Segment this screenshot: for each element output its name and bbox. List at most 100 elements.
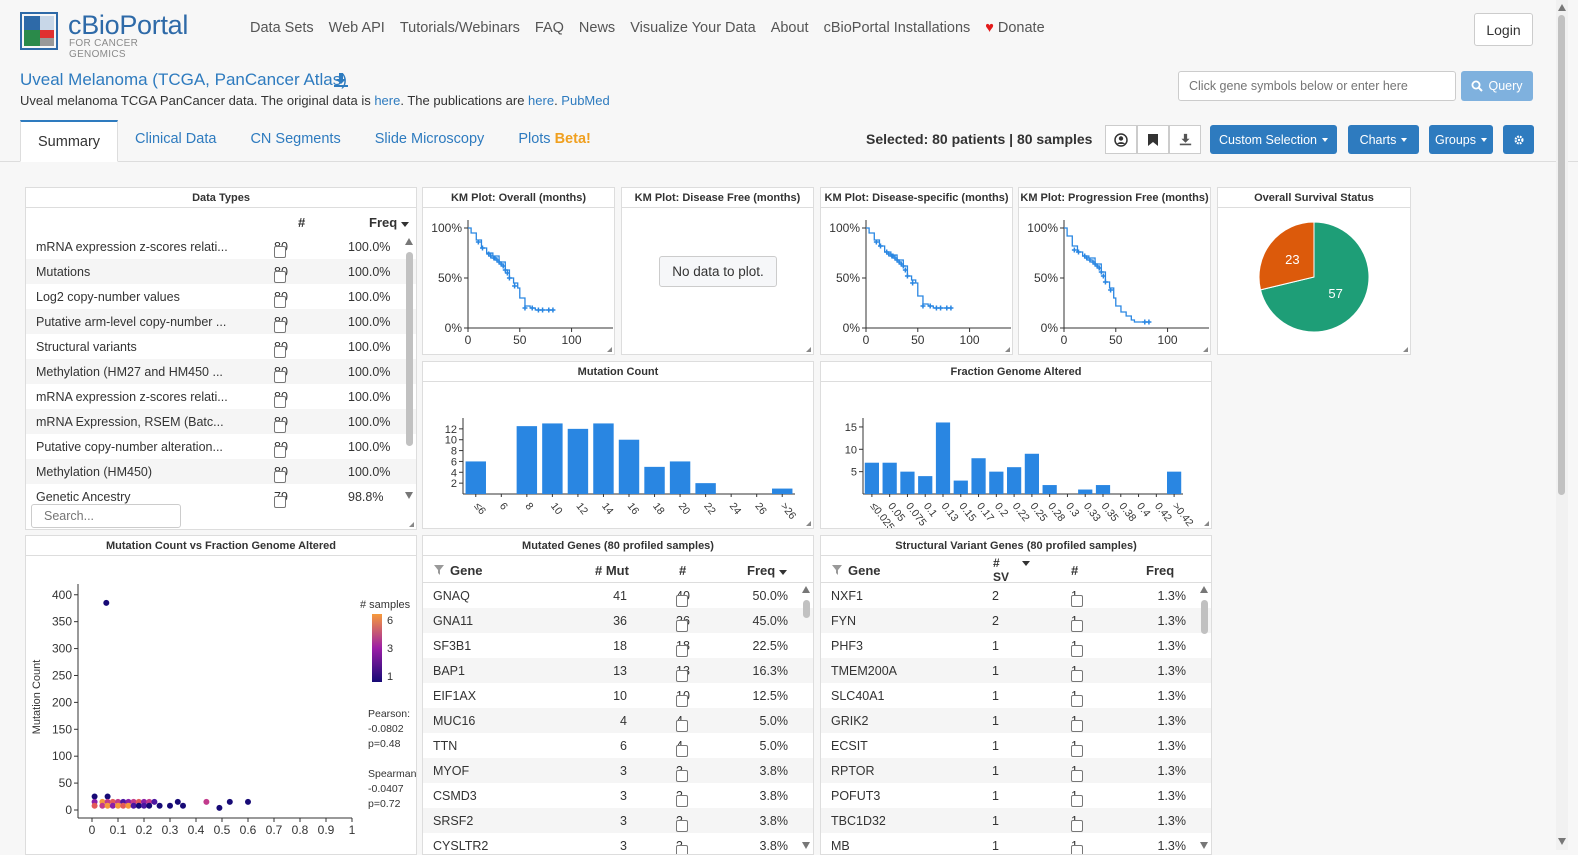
censor-mark[interactable]	[502, 267, 508, 273]
scroll-thumb[interactable]	[1558, 15, 1565, 495]
resize-handle[interactable]	[1403, 347, 1408, 352]
table-row[interactable]: GRIK2 1 1 1.3%	[821, 708, 1211, 733]
censor-mark[interactable]	[938, 305, 944, 311]
scroll-down-icon[interactable]	[1200, 842, 1208, 849]
row-checkbox[interactable]	[676, 695, 688, 707]
scroll-up-icon[interactable]	[802, 586, 810, 593]
row-checkbox[interactable]	[1071, 595, 1083, 607]
scroll-thumb[interactable]	[1201, 600, 1208, 634]
censor-mark[interactable]	[878, 243, 883, 249]
scatter-point[interactable]	[245, 798, 251, 805]
col-sv-header[interactable]: # SV	[993, 556, 1009, 584]
scatter-point[interactable]	[99, 802, 106, 809]
nav-data-sets[interactable]: Data Sets	[250, 20, 314, 36]
table-row[interactable]: RPTOR 1 1 1.3%	[821, 758, 1211, 783]
row-checkbox[interactable]	[274, 296, 286, 308]
col-count-header[interactable]: #	[679, 563, 687, 578]
table-row[interactable]: TTN 6 4 5.0%	[423, 733, 813, 758]
table-scrollbar[interactable]	[1200, 586, 1209, 854]
censor-mark[interactable]	[529, 305, 535, 311]
table-row[interactable]: PHF3 1 1 1.3%	[821, 633, 1211, 658]
row-checkbox[interactable]	[1071, 820, 1083, 832]
col-count-header[interactable]: #	[1071, 563, 1079, 578]
bar[interactable]	[900, 471, 915, 494]
scatter-point[interactable]	[151, 798, 158, 805]
censor-mark[interactable]	[927, 303, 933, 309]
table-row[interactable]: CYSLTR2 3 3 3.8%	[423, 833, 813, 854]
row-checkbox[interactable]	[676, 745, 688, 757]
scatter-point[interactable]	[115, 802, 121, 809]
censor-mark[interactable]	[1071, 247, 1077, 253]
table-row[interactable]: MYOF 3 3 3.8%	[423, 758, 813, 783]
scatter-point[interactable]	[109, 802, 116, 809]
row-checkbox[interactable]	[676, 845, 688, 854]
censor-mark[interactable]	[480, 245, 485, 251]
scatter-point[interactable]	[180, 802, 186, 809]
col-freq-header[interactable]: Freq	[1146, 563, 1175, 578]
scroll-up-icon[interactable]	[1558, 4, 1566, 11]
settings-button[interactable]	[1503, 125, 1534, 154]
row-checkbox[interactable]	[274, 271, 286, 283]
bar[interactable]	[882, 462, 897, 494]
km-plot-progression-free[interactable]: 100% 50% 0%0 50 100	[1019, 208, 1211, 355]
row-checkbox[interactable]	[1071, 845, 1083, 854]
login-button[interactable]: Login	[1474, 13, 1533, 46]
bar[interactable]	[1007, 467, 1022, 494]
row-checkbox[interactable]	[676, 620, 688, 632]
bar[interactable]	[971, 458, 986, 494]
scatter-point[interactable]	[104, 802, 111, 809]
censor-mark[interactable]	[1087, 257, 1093, 263]
row-checkbox[interactable]	[676, 820, 688, 832]
censor-mark[interactable]	[1096, 265, 1102, 271]
resize-handle[interactable]	[1204, 521, 1209, 526]
resize-handle[interactable]	[409, 522, 414, 527]
row-checkbox[interactable]	[1071, 670, 1083, 682]
scroll-down-icon[interactable]	[1558, 838, 1566, 845]
user-selection-button[interactable]	[1105, 125, 1137, 154]
col-gene-header[interactable]: Gene	[450, 563, 483, 578]
table-row[interactable]: SF3B1 18 18 22.5%	[423, 633, 813, 658]
pie-slice[interactable]	[1258, 221, 1315, 291]
survival-curve[interactable]	[866, 227, 951, 309]
custom-selection-button[interactable]: Custom Selection	[1210, 125, 1337, 154]
row-checkbox[interactable]	[676, 720, 688, 732]
scroll-down-icon[interactable]	[405, 492, 413, 499]
resize-handle[interactable]	[806, 521, 811, 526]
bar[interactable]	[1078, 489, 1093, 494]
scroll-thumb[interactable]	[406, 252, 413, 446]
bar[interactable]	[918, 476, 933, 494]
table-row[interactable]: NXF1 2 1 1.3%	[821, 583, 1211, 608]
row-checkbox[interactable]	[676, 670, 688, 682]
resize-handle[interactable]	[1203, 347, 1208, 352]
table-row[interactable]: ECSIT 1 1 1.3%	[821, 733, 1211, 758]
table-row[interactable]: MB 1 1 1.3%	[821, 833, 1211, 854]
resize-handle[interactable]	[806, 347, 811, 352]
mutation-vs-fga-scatter[interactable]: 400 350 300 250 200 150 100 50 0 0 0.1 0.2 0.3 0.4 0.5…	[26, 556, 417, 855]
col-mut-header[interactable]: # Mut	[595, 563, 629, 578]
censor-mark[interactable]	[1084, 255, 1090, 261]
bar[interactable]	[864, 462, 879, 494]
download-data-button[interactable]	[1169, 125, 1201, 154]
scatter-point[interactable]	[174, 798, 181, 805]
tab-plots[interactable]: Plots Beta!	[501, 120, 608, 162]
scatter-point[interactable]	[226, 798, 233, 805]
publications-link[interactable]: here	[528, 93, 555, 108]
scroll-up-icon[interactable]	[1200, 586, 1208, 593]
scatter-point[interactable]	[135, 802, 142, 809]
bar[interactable]	[593, 423, 614, 494]
nav-donate[interactable]: ♥ Donate	[985, 20, 1044, 36]
charts-button[interactable]: Charts	[1348, 125, 1419, 154]
row-checkbox[interactable]	[676, 795, 688, 807]
censor-mark[interactable]	[886, 251, 892, 257]
tab-summary[interactable]: Summary	[20, 120, 119, 162]
scroll-thumb[interactable]	[803, 600, 810, 618]
censor-mark[interactable]	[1108, 287, 1114, 293]
nav-visualize[interactable]: Visualize Your Data	[630, 20, 756, 36]
scatter-point[interactable]	[104, 793, 111, 800]
pubmed-link[interactable]: PubMed	[561, 93, 610, 108]
row-checkbox[interactable]	[274, 396, 286, 408]
col-freq-header[interactable]: Freq	[369, 215, 409, 230]
bar[interactable]	[989, 471, 1004, 494]
survival-curve[interactable]	[468, 227, 553, 311]
